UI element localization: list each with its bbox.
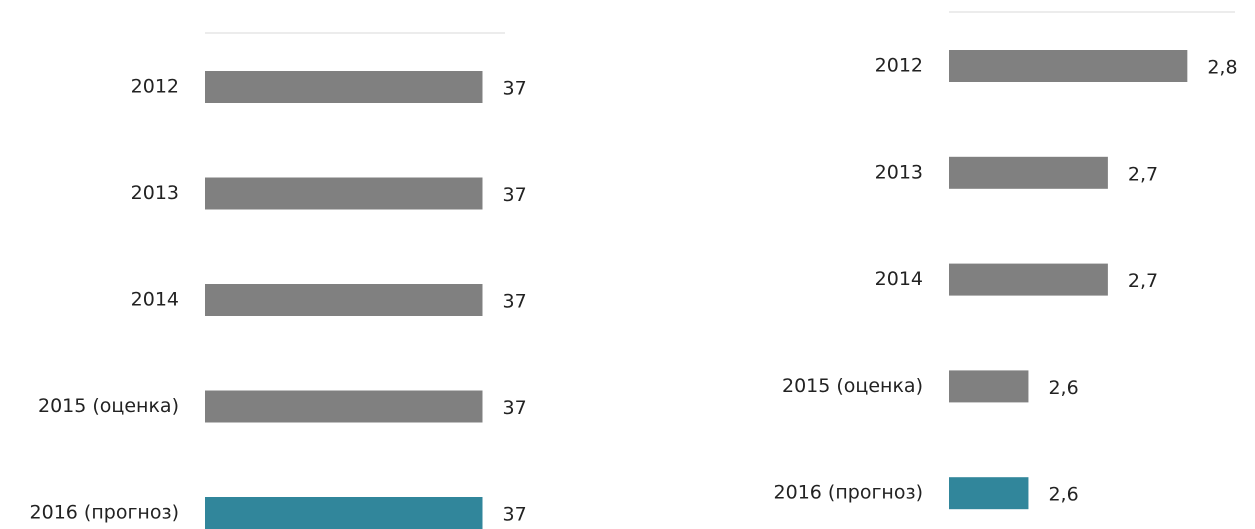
bar	[205, 497, 483, 529]
category-label: 2016 (прогноз)	[30, 502, 179, 524]
category-label: 2012	[875, 55, 923, 77]
data-label: 2,7	[1128, 270, 1158, 292]
data-label: 37	[503, 184, 527, 206]
category-label: 2015 (оценка)	[38, 395, 179, 417]
bar	[205, 71, 483, 103]
bar	[949, 263, 1108, 296]
bar	[205, 390, 483, 423]
bar	[949, 50, 1188, 82]
category-label: 2016 (прогноз)	[774, 482, 923, 504]
data-label: 2,6	[1048, 377, 1078, 399]
data-label: 37	[503, 397, 527, 419]
category-label: 2012	[131, 76, 179, 98]
category-label: 2015 (оценка)	[782, 375, 923, 397]
data-label: 2,6	[1048, 484, 1078, 506]
bar	[949, 156, 1108, 189]
category-label: 2014	[131, 289, 179, 311]
data-label: 37	[503, 504, 527, 526]
bar	[949, 370, 1029, 403]
bar	[205, 284, 483, 316]
data-label: 2,8	[1207, 57, 1237, 79]
category-label: 2013	[131, 182, 179, 204]
category-label: 2013	[875, 161, 923, 183]
bar	[949, 477, 1029, 510]
data-label: 37	[503, 78, 527, 100]
category-label: 2014	[875, 268, 923, 290]
data-label: 37	[503, 291, 527, 313]
bar	[205, 177, 483, 210]
data-label: 2,7	[1128, 163, 1158, 185]
